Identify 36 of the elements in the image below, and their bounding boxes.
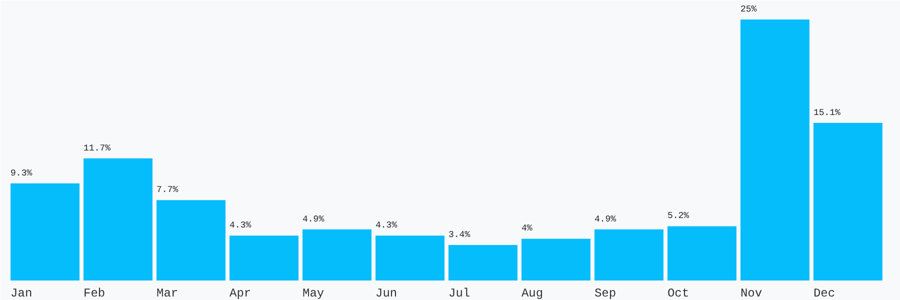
data-label: 4.9% <box>594 214 617 224</box>
x-tick-label: Sep <box>594 286 616 300</box>
x-tick-label: Dec <box>813 286 836 300</box>
x-tick-label: Jan <box>10 286 32 300</box>
x-tick-label: Aug <box>521 286 544 300</box>
x-tick-label: Nov <box>740 286 762 300</box>
data-label: 4% <box>521 224 533 234</box>
bar <box>84 158 153 281</box>
x-tick-label: Feb <box>84 286 106 300</box>
data-label: 4.9% <box>302 214 325 224</box>
bar <box>740 20 810 281</box>
data-label: 5.2% <box>667 211 690 222</box>
bar <box>594 229 664 281</box>
bar <box>230 236 298 281</box>
bar <box>667 226 736 281</box>
data-label: 4.3% <box>230 220 252 231</box>
x-tick-label: Oct <box>667 286 690 300</box>
bar <box>302 229 372 281</box>
x-tick-label: Jul <box>448 286 470 300</box>
data-label: 7.7% <box>156 185 179 196</box>
data-label: 25% <box>740 4 758 14</box>
x-tick-label: Apr <box>230 286 252 300</box>
data-label: 4.3% <box>376 220 398 231</box>
x-tick-label: Jun <box>376 286 398 300</box>
x-tick-label: Mar <box>156 286 178 300</box>
bar <box>521 238 590 281</box>
bar <box>156 200 226 281</box>
data-label: 9.3% <box>10 168 33 178</box>
bar <box>813 122 882 281</box>
bar <box>10 183 80 281</box>
bar <box>376 236 444 281</box>
x-tick-label: May <box>302 286 324 300</box>
data-label: 11.7% <box>84 143 112 154</box>
data-label: 3.4% <box>448 230 471 240</box>
bar <box>448 245 518 281</box>
data-label: 15.1% <box>813 108 842 118</box>
